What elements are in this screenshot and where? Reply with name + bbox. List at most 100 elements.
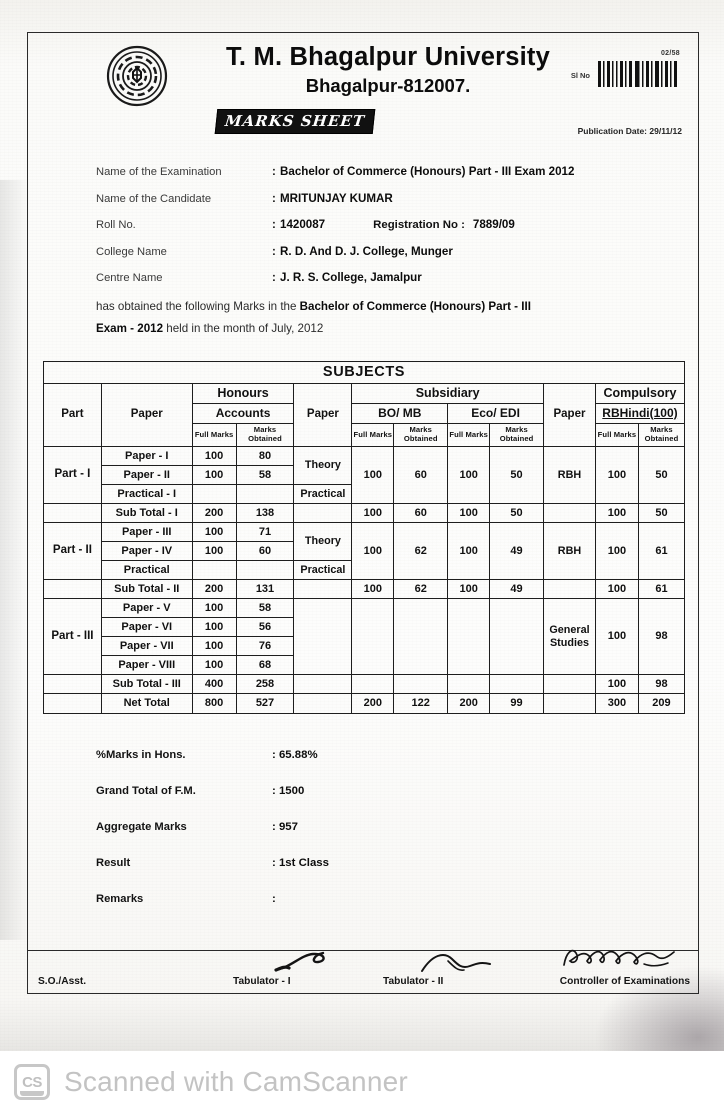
compulsory-paper-2: RBH [543,522,596,580]
detail-colon: : [272,219,276,231]
paper-name: Paper - III [100,522,193,542]
subsidiary-paper-practical-1: Practical [293,484,353,504]
paper-name: Practical - I [100,484,193,504]
subtotal-bo-full: 100 [351,503,395,523]
summary-row-percent-hons: %Marks in Hons. : 65.88% [96,749,616,766]
marks-obtained [235,560,295,580]
subtotal-comp-obt: 61 [637,579,686,599]
table-row-net-total: Net Total 800 527 200 122 200 99 300 209 [43,693,686,714]
subtotal-mid-blank [293,503,353,523]
subtotal-label-1: Sub Total - I [100,503,193,523]
table-row: Part - I Paper - I 100 80 Theory 100 60 … [43,446,686,504]
eco-obt-blank-3 [489,598,544,675]
subtotal-eco-obt-blank [489,674,544,694]
full-marks: 100 [191,617,237,637]
eco-full-blank-3 [447,598,491,675]
summary-label: Result [96,857,131,869]
part-label-1: Part - I [43,446,102,504]
summary-value-percent-hons: : 65.88% [272,749,318,761]
detail-row-candidate: Name of the Candidate : MRITUNJAY KUMAR [96,192,676,207]
eco-marks-obtained: 50 [489,446,544,504]
barcode-icon [598,61,677,87]
net-total-comp-full: 300 [594,693,639,714]
marks-obtained [235,484,295,504]
subtotal-bo-obt: 62 [393,579,449,599]
bo-full-blank-3 [351,598,395,675]
paper-name: Paper - VII [100,636,193,656]
result-summary: %Marks in Hons. : 65.88% Grand Total of … [96,749,616,929]
paper-name: Paper - V [100,598,193,618]
subtotal-comp-paper-blank [543,674,596,694]
camscanner-logo-icon: CS [14,1064,50,1100]
subtotal-mid-blank [293,579,353,599]
marks-obtained: 56 [235,617,295,637]
col-header-full-marks-comp: Full Marks [594,423,639,447]
col-header-paper: Paper [100,383,193,447]
subtotal-comp-paper-blank [543,579,596,599]
subtotal-marks-obtained: 258 [235,674,295,694]
footer-tabulator-1: Tabulator - I [233,976,291,987]
tabulator1-signature [274,951,325,972]
detail-label: Name of the Examination [96,166,222,178]
subtotal-marks-obtained: 131 [235,579,295,599]
summary-value-remarks: : [272,893,276,905]
detail-label: Centre Name [96,272,163,284]
table-row-subtotal: Sub Total - II 200 131 100 62 100 49 100… [43,579,686,599]
subtotal-comp-obt: 98 [637,674,686,694]
subject-header-bo-mb: BO/ MB [351,403,449,424]
summary-value-result: : 1st Class [272,857,329,869]
net-total-comp-obt: 209 [637,693,686,714]
summary-row-grand-total: Grand Total of F.M. : 1500 [96,785,616,802]
detail-label: Roll No. [96,219,136,231]
subtotal-full-marks: 400 [191,674,237,694]
subtotal-comp-obt: 50 [637,503,686,523]
marks-obtained: 58 [235,465,295,485]
statement-line1-normal: has obtained the following Marks in the [96,300,300,313]
summary-value-grand-total: : 1500 [272,785,305,797]
summary-label: Remarks [96,893,144,905]
marks-obtained: 60 [235,541,295,561]
group-header-subsidiary: Subsidiary [351,383,544,404]
marks-obtained: 68 [235,655,295,675]
marks-obtained: 71 [235,522,295,542]
table-row: Part - II Paper - III 100 71 Theory 100 … [43,522,686,580]
subtotal-bo-full-blank [351,674,395,694]
subtotal-full-marks: 200 [191,503,237,523]
paper-name: Paper - I [100,446,193,466]
comp-full-marks: 100 [594,446,639,504]
paper-name: Paper - VIII [100,655,193,675]
subtotal-full-marks: 200 [191,579,237,599]
subtotal-comp-full: 100 [594,503,639,523]
bo-full-marks: 100 [351,522,395,580]
detail-label: Name of the Candidate [96,192,212,205]
summary-label: %Marks in Hons. [96,749,186,761]
detail-colon: : [272,192,276,205]
comp-marks-obtained: 61 [637,522,686,580]
col-header-paper-subsidiary: Paper [293,383,353,447]
comp-marks-obtained: 50 [637,446,686,504]
university-location: Bhagalpur-812007. [305,75,471,96]
detail-row-examination: Name of the Examination : Bachelor of Co… [96,165,676,180]
bo-full-marks: 100 [351,446,395,504]
detail-value-roll-no: 1420087 [280,218,326,231]
statement-line2-normal: held in the month of July, 2012 [163,322,324,335]
university-title: T. M. Bhagalpur University [225,43,550,71]
document-page: T. M. Bhagalpur University Bhagalpur-812… [27,32,699,994]
serial-number-value: 02/58 [660,50,680,57]
subtotal-comp-full: 100 [594,674,639,694]
net-total-part-blank [43,693,102,714]
subtotal-mid-blank [293,674,353,694]
net-total-eco-obt: 99 [489,693,544,714]
eco-full-marks: 100 [447,522,491,580]
registration-no-label: Registration No : [373,219,465,231]
full-marks: 100 [191,522,237,542]
col-header-marks-obtained-bo: Marks Obtained [393,423,449,447]
net-total-mid-blank [293,693,353,714]
table-row: Part - III Paper - V 100 58 General Stud… [43,598,686,675]
table-row-subtotal: Sub Total - III 400 258 100 98 [43,674,686,694]
full-marks [191,560,237,580]
subsidiary-paper-theory-1: Theory [293,446,353,485]
subtotal-eco-obt: 50 [489,503,544,523]
comp-full-marks: 100 [594,522,639,580]
document-footer: S.O./Asst. Tabulator - I Tabulator - II … [28,949,698,993]
